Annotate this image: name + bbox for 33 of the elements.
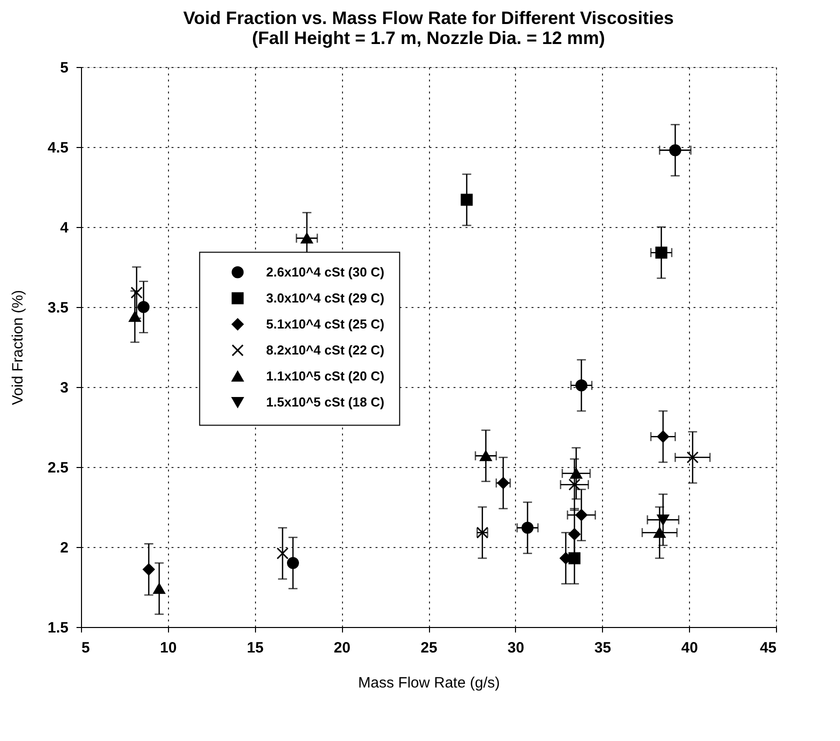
x-tick-label: 5 [82, 640, 90, 656]
point [568, 478, 580, 491]
y-tick-label: 1.5 [48, 620, 68, 636]
x-tick-label: 10 [160, 640, 177, 656]
x-tick-label: 35 [594, 640, 612, 656]
legend-label: 8.2x10^4 cSt (22 C) [266, 342, 384, 358]
legend-label: 5.1x10^4 cSt (25 C) [266, 316, 384, 332]
legend-label: 1.5x10^5 cSt (18 C) [266, 394, 384, 410]
text: (Fall Height = 1.7 m, Nozzle Dia. = 12 mm) [252, 28, 606, 48]
text: Void Fraction vs. Mass Flow Rate for Different Viscosities [183, 8, 674, 28]
x-tick-label: 20 [334, 640, 350, 656]
y-tick-label: 2 [60, 540, 68, 556]
point [686, 451, 699, 464]
x-tick-label: 40 [681, 640, 698, 656]
x-tick-label: 45 [760, 640, 776, 656]
legend-label: 2.6x10^4 cSt (30 C) [266, 264, 384, 280]
y-axis-title: Void Fraction (%) [10, 290, 27, 406]
x-tick-label: 25 [420, 640, 438, 656]
x-tick-label: 30 [508, 640, 524, 656]
legend-label: 1.1x10^5 cSt (20 C) [266, 368, 384, 384]
y-tick-label: 3 [60, 380, 68, 396]
y-tick-label: 5 [60, 60, 68, 76]
point [130, 286, 143, 299]
y-tick-label: 3.5 [48, 300, 68, 316]
point [138, 301, 150, 313]
y-tick-label: 4.5 [48, 140, 68, 156]
y-tick-label: 2.5 [48, 460, 68, 476]
point [286, 557, 299, 569]
x-tick-label: 15 [246, 640, 264, 656]
point [276, 547, 289, 560]
legend-label: 3.0x10^4 cSt (29 C) [266, 290, 384, 306]
x-axis-title: Mass Flow Rate (g/s) [358, 674, 500, 692]
y-tick-label: 4 [60, 220, 70, 236]
